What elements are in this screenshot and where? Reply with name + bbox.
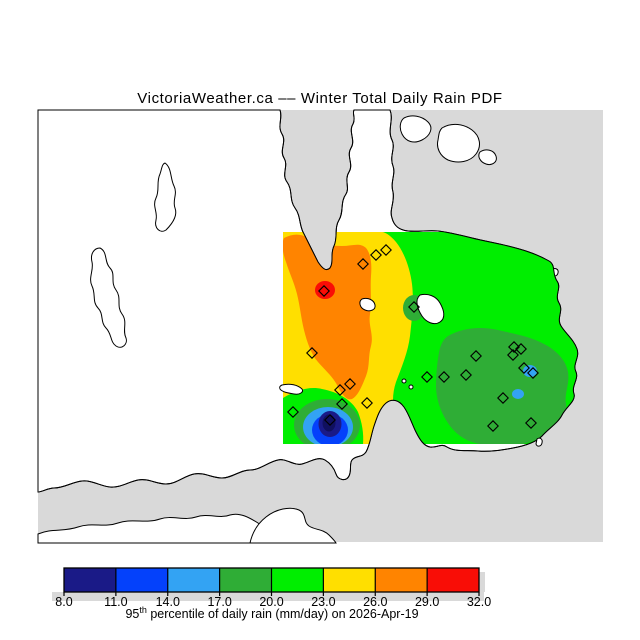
station-marker bbox=[408, 301, 420, 313]
station-marker bbox=[334, 384, 346, 396]
colorbar-tick-label: 17.0 bbox=[207, 595, 231, 609]
station-marker bbox=[421, 371, 433, 383]
colorbar-segment bbox=[219, 568, 272, 592]
colorbar-tick-label: 23.0 bbox=[311, 595, 335, 609]
field-red-spot bbox=[315, 281, 335, 299]
lake-langford bbox=[279, 383, 303, 395]
colorbar-segment bbox=[64, 568, 116, 592]
station-marker bbox=[525, 417, 537, 429]
lake-elk bbox=[416, 293, 445, 325]
station-marker bbox=[344, 378, 356, 390]
map-canvas bbox=[37, 109, 603, 544]
island-small-2 bbox=[437, 123, 480, 163]
colorbar-caption: 95th percentile of daily rain (mm/day) o… bbox=[125, 605, 418, 621]
colorbar-tick-label: 29.0 bbox=[415, 595, 439, 609]
colorbar-segment bbox=[167, 568, 220, 592]
colorbar-segment bbox=[375, 568, 428, 592]
station-marker bbox=[497, 392, 509, 404]
islet-2 bbox=[408, 384, 414, 390]
lake-shawnigan bbox=[154, 162, 177, 232]
colorbar-segment bbox=[323, 568, 376, 592]
station-marker bbox=[370, 249, 382, 261]
land-dungeness-spit bbox=[249, 507, 337, 544]
island-trial bbox=[535, 437, 543, 447]
colorbar-tick-label: 26.0 bbox=[363, 595, 387, 609]
station-marker bbox=[527, 367, 539, 379]
field-lightblue-spot-2 bbox=[512, 389, 524, 399]
islet-1 bbox=[401, 378, 407, 384]
colorbar-border bbox=[63, 567, 480, 593]
colorbar-tick-label: 8.0 bbox=[55, 595, 72, 609]
field-orange-region bbox=[283, 234, 372, 400]
colorbar-segment bbox=[427, 568, 479, 592]
station-marker bbox=[515, 343, 527, 355]
station-marker bbox=[470, 350, 482, 362]
colorbar: 8.0 11.0 14.0 17.0 20.0 23.0 26.0 29.0 32.0 95th… bbox=[52, 567, 491, 621]
station-marker bbox=[518, 362, 530, 374]
lake-sooke bbox=[90, 247, 127, 348]
colorbar-tick-label: 11.0 bbox=[104, 595, 127, 609]
colorbar-segment bbox=[115, 568, 168, 592]
colorbar-shadow-bottom bbox=[52, 592, 484, 601]
colorbar-tick-labels: 8.0 11.0 14.0 17.0 20.0 23.0 26.0 29.0 32.0 bbox=[55, 595, 491, 609]
station-marker bbox=[507, 349, 519, 361]
station-marker bbox=[438, 371, 450, 383]
station-marker bbox=[336, 398, 348, 410]
island-small-3 bbox=[478, 149, 497, 165]
colorbar-tick-label: 32.0 bbox=[467, 595, 491, 609]
colorbar-segments bbox=[64, 568, 479, 592]
coastline-overlay bbox=[37, 109, 579, 493]
bullseye-navy-core bbox=[322, 414, 336, 432]
station-marker bbox=[318, 285, 330, 297]
colorbar-tick-label: 20.0 bbox=[259, 595, 283, 609]
colorbar-shadow-right bbox=[479, 572, 485, 592]
rain-field bbox=[283, 232, 578, 444]
field-green-region bbox=[436, 328, 569, 444]
map-title: VictoriaWeather.ca –– Winter Total Daily… bbox=[137, 90, 502, 107]
station-marker bbox=[460, 369, 472, 381]
station-marker bbox=[487, 420, 499, 432]
station-marker bbox=[380, 244, 392, 256]
colorbar-segment bbox=[271, 568, 324, 592]
station-marker bbox=[361, 397, 373, 409]
station-marker bbox=[508, 341, 520, 353]
colorbar-tick-label: 14.0 bbox=[156, 595, 180, 609]
colorbar-ticks bbox=[63, 568, 480, 596]
station-marker bbox=[306, 347, 318, 359]
island-small-1 bbox=[399, 115, 432, 143]
lake-prospect bbox=[359, 297, 376, 312]
station-marker bbox=[324, 414, 336, 426]
station-markers bbox=[287, 244, 539, 432]
station-marker bbox=[357, 258, 369, 270]
station-marker bbox=[287, 406, 299, 418]
